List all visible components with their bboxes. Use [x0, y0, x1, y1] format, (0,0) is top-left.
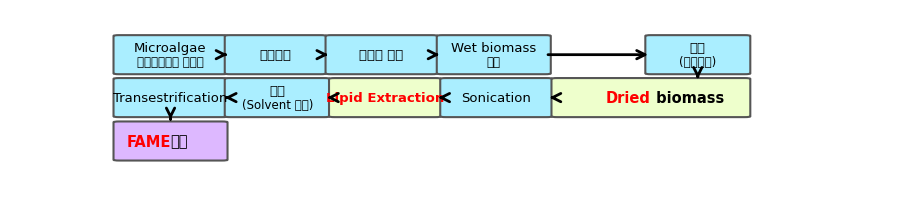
- FancyBboxPatch shape: [114, 36, 228, 75]
- Text: Lipid Extraction: Lipid Extraction: [326, 92, 444, 105]
- Text: 자연침강: 자연침강: [259, 49, 292, 62]
- FancyBboxPatch shape: [645, 36, 750, 75]
- FancyBboxPatch shape: [440, 79, 553, 118]
- FancyBboxPatch shape: [437, 36, 551, 75]
- FancyBboxPatch shape: [326, 36, 438, 75]
- Text: biomass: biomass: [651, 91, 724, 106]
- Text: 건조: 건조: [269, 85, 285, 98]
- Text: Transestrification: Transestrification: [113, 92, 228, 105]
- Text: 건조: 건조: [690, 42, 706, 55]
- Text: 마이크로조류 배양액: 마이크로조류 배양액: [137, 56, 204, 69]
- FancyBboxPatch shape: [225, 79, 330, 118]
- FancyBboxPatch shape: [225, 36, 327, 75]
- Text: Sonication: Sonication: [461, 92, 531, 105]
- Text: 수거: 수거: [487, 56, 501, 69]
- Text: 생성: 생성: [170, 134, 188, 149]
- Text: Dried: Dried: [606, 91, 651, 106]
- Text: Microalgae: Microalgae: [135, 42, 207, 55]
- FancyBboxPatch shape: [329, 79, 441, 118]
- Text: Wet biomass: Wet biomass: [451, 42, 536, 55]
- Text: (수분제거): (수분제거): [679, 56, 717, 69]
- FancyBboxPatch shape: [552, 79, 750, 118]
- FancyBboxPatch shape: [114, 79, 228, 118]
- FancyBboxPatch shape: [114, 122, 228, 161]
- Text: 분리막 농축: 분리막 농축: [360, 49, 404, 62]
- Text: FAME: FAME: [126, 134, 170, 149]
- Text: (Solvent 제거): (Solvent 제거): [241, 99, 313, 111]
